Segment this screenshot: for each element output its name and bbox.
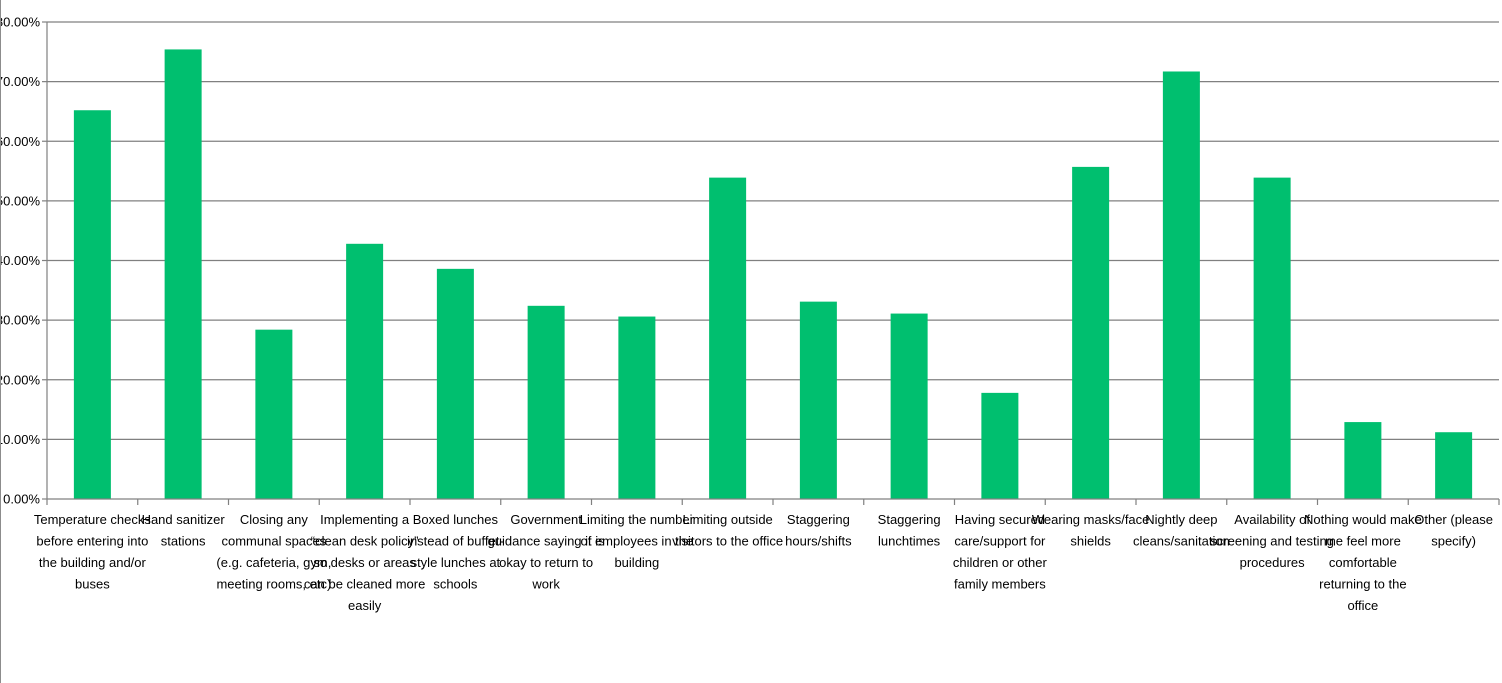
y-tick-label: 20.00%	[1, 372, 40, 387]
x-category-label-line: Nightly deep	[1145, 512, 1217, 527]
x-category-label-line: care/support for	[954, 534, 1046, 549]
x-axis	[46, 22, 1500, 505]
x-category-label-line: building	[614, 555, 659, 570]
x-category-label-line: of employees in the	[581, 534, 694, 549]
x-category-label-line: visitors to the office	[672, 534, 783, 549]
x-category-label-line: Hand sanitizer	[142, 512, 226, 527]
bars	[73, 49, 1473, 500]
y-axis-tick-labels: 0.00% 10.00% 20.00% 30.00% 40.00% 50.00% 60.00…	[1, 15, 40, 507]
x-category-label-line: Closing any	[240, 512, 308, 527]
x-category-label-line: Nothing would make	[1304, 512, 1422, 527]
x-category-label: Other (please specify)	[1414, 512, 1493, 549]
x-category-label-line: style lunches at	[411, 555, 501, 570]
x-category-label-line: children or other	[953, 555, 1048, 570]
bar	[890, 313, 928, 499]
x-category-label-line: Temperature checks	[34, 512, 152, 527]
x-category-label: Availability of screening and testing proc…	[1210, 512, 1334, 570]
x-category-label-line: work	[531, 577, 560, 592]
x-category-label-line: buses	[75, 577, 110, 592]
x-category-label-line: procedures	[1240, 555, 1306, 570]
y-tick-label: 10.00%	[1, 432, 40, 447]
x-category-label-line: cleans/sanitation	[1133, 534, 1230, 549]
y-tick-label: 60.00%	[1, 134, 40, 149]
x-category-label-line: family members	[954, 577, 1046, 592]
bar	[1162, 71, 1200, 500]
bar	[981, 392, 1019, 499]
x-category-label-line: instead of buffet-	[407, 534, 504, 549]
bar	[709, 177, 747, 499]
x-category-label-line: Limiting outside	[682, 512, 772, 527]
x-category-label: Limiting outside visitors to the office	[672, 512, 783, 549]
x-category-label-line: lunchtimes	[878, 534, 941, 549]
x-category-label-line: can be cleaned more	[304, 577, 425, 592]
x-category-label-line: Having secured	[955, 512, 1045, 527]
x-category-label-line: okay to return to	[499, 555, 593, 570]
x-category-label-line: returning to the	[1319, 577, 1406, 592]
x-category-label-line: schools	[433, 577, 478, 592]
x-category-label-line: guidance saying it is	[488, 534, 606, 549]
x-category-label-line: before entering into	[36, 534, 148, 549]
y-tick-label: 70.00%	[1, 74, 40, 89]
bar	[1344, 422, 1382, 499]
x-category-label-line: Staggering	[787, 512, 850, 527]
x-category-label: Staggering lunchtimes	[878, 512, 941, 549]
x-category-label: Temperature checks before entering into th…	[34, 512, 152, 592]
x-category-label-line: me feel more	[1325, 534, 1401, 549]
y-tick-label: 80.00%	[1, 15, 40, 30]
x-category-label: Having secured care/support for children o…	[953, 512, 1048, 592]
x-category-label-line: Other (please	[1414, 512, 1493, 527]
x-category-label-line: Limiting the number	[580, 512, 695, 527]
x-category-label-line: comfortable	[1329, 555, 1397, 570]
x-category-label-line: (e.g. cafeteria, gym,	[216, 555, 331, 570]
bar	[1072, 166, 1110, 500]
x-category-label-line: communal spaces	[221, 534, 326, 549]
x-category-label-line: “clean desk policy”	[311, 534, 419, 549]
bar	[1253, 177, 1291, 499]
bar	[436, 268, 474, 499]
y-tick-label: 30.00%	[1, 313, 40, 328]
bar	[164, 49, 202, 500]
bar	[255, 329, 293, 499]
bar	[1435, 432, 1473, 499]
x-category-label-line: Government	[510, 512, 582, 527]
x-category-label: Staggering hours/shifts	[785, 512, 852, 549]
bar	[73, 110, 111, 500]
x-category-label: Government guidance saying it is okay to r…	[488, 512, 606, 592]
x-category-label: Limiting the number of employees in the bu…	[580, 512, 695, 570]
x-category-label: Implementing a “clean desk policy” so desk…	[304, 512, 425, 613]
x-category-label-line: screening and testing	[1210, 534, 1334, 549]
y-tick-label: 0.00%	[3, 492, 40, 507]
x-category-label-line: Boxed lunches	[413, 512, 499, 527]
x-category-label-line: specify)	[1431, 534, 1476, 549]
x-category-label-line: stations	[161, 534, 206, 549]
y-tick-label: 50.00%	[1, 193, 40, 208]
x-category-label-line: Implementing a	[320, 512, 410, 527]
bar	[346, 243, 384, 499]
x-category-label: Hand sanitizer stations	[142, 512, 226, 549]
x-category-label-line: shields	[1070, 534, 1111, 549]
x-category-label: Wearing masks/face shields	[1032, 512, 1150, 549]
x-category-label-line: easily	[348, 598, 382, 613]
x-category-label: Closing any communal spaces (e.g. cafeteri…	[216, 512, 331, 592]
x-category-label: Boxed lunches instead of buffet-style lun…	[407, 512, 504, 592]
x-category-label-line: Wearing masks/face	[1032, 512, 1150, 527]
y-tick-label: 40.00%	[1, 253, 40, 268]
x-category-label: Nightly deep cleans/sanitation	[1133, 512, 1230, 549]
bar	[799, 301, 837, 499]
x-axis-category-labels: Temperature checks before entering into th…	[34, 512, 1493, 613]
x-category-label-line: so desks or areas	[313, 555, 416, 570]
x-category-label-line: the building and/or	[39, 555, 147, 570]
x-category-label-line: Availability of	[1234, 512, 1310, 527]
x-category-label-line: hours/shifts	[785, 534, 852, 549]
x-category-label: Nothing would make me feel more comfortabl…	[1304, 512, 1422, 613]
x-category-label-line: meeting rooms, etc)	[216, 577, 331, 592]
x-category-label-line: Staggering	[878, 512, 941, 527]
bar	[618, 316, 656, 499]
x-category-label-line: office	[1347, 598, 1378, 613]
bar	[527, 305, 565, 499]
